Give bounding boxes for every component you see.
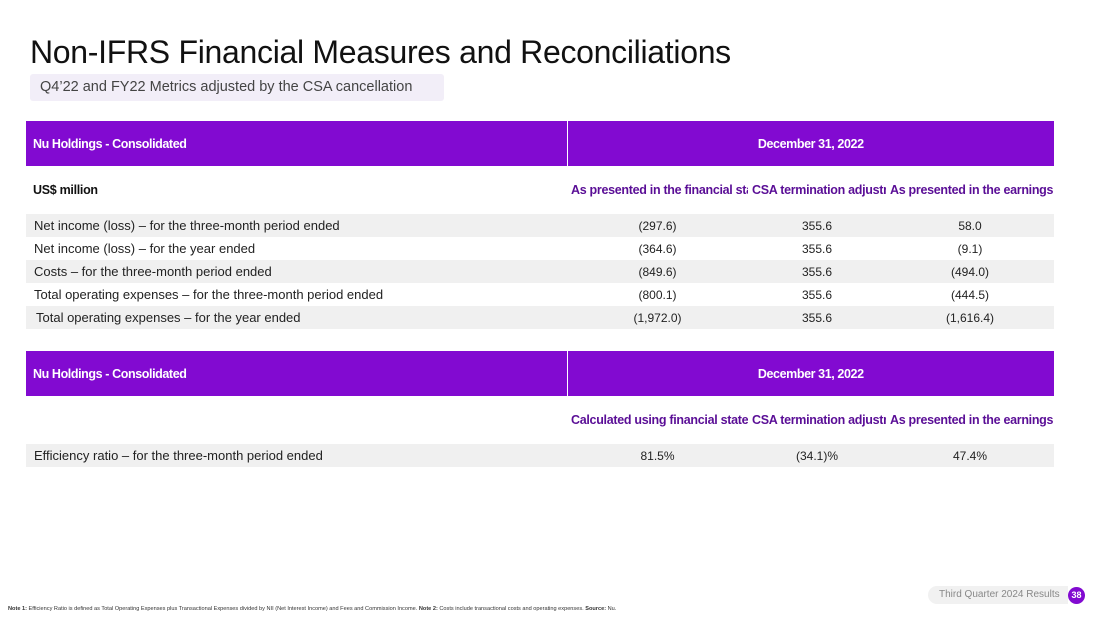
- row-label: Net income (loss) – for the year ended: [34, 241, 256, 256]
- cell-value: 355.6: [801, 287, 833, 302]
- table-header-bar: Nu Holdings - Consolidated December 31, …: [26, 351, 1054, 396]
- row-label: Net income (loss) – for the three-month …: [26, 214, 567, 237]
- column-header-row: US$ million As presented in the financia…: [26, 166, 1054, 214]
- note2-label: Note 2:: [418, 606, 438, 612]
- column-header-csa-adjustment: CSA termination adjustment: [752, 183, 886, 197]
- row-label: Total operating expenses – for the year …: [26, 306, 567, 329]
- table-header-entity: Nu Holdings - Consolidated: [26, 121, 567, 166]
- cell-value: 355.6: [748, 306, 886, 329]
- row-label: Efficiency ratio – for the three-month p…: [26, 444, 567, 467]
- table-row: Net income (loss) – for the year ended (…: [26, 237, 1054, 260]
- cell-value: (444.5): [950, 287, 990, 302]
- cell-value: (1,972.0): [567, 306, 748, 329]
- column-header-csa-adjustment: CSA termination adjustment: [752, 413, 886, 427]
- note2-text: Costs include transactional costs and op…: [439, 606, 584, 612]
- page-number-badge: 38: [1068, 587, 1085, 604]
- table-header-bar: Nu Holdings - Consolidated December 31, …: [26, 121, 1054, 166]
- cell-value: 355.6: [748, 214, 886, 237]
- column-header-row: Calculated using financial statements CS…: [26, 396, 1054, 444]
- table-row: Costs – for the three-month period ended…: [26, 260, 1054, 283]
- source-text: Nu.: [607, 606, 617, 612]
- cell-value: (1,616.4): [886, 306, 1054, 329]
- table-row: Efficiency ratio – for the three-month p…: [26, 444, 1054, 467]
- unit-label: US$ million: [33, 183, 98, 197]
- column-header-earnings-presentation: As presented in the earnings presentatio…: [890, 183, 1054, 197]
- row-label: Total operating expenses – for the three…: [34, 287, 384, 302]
- cell-value: (849.6): [567, 260, 748, 283]
- reconciliation-table-efficiency-ratio: Nu Holdings - Consolidated December 31, …: [26, 351, 1054, 467]
- unit-label: [26, 396, 567, 444]
- cell-value: (297.6): [567, 214, 748, 237]
- page-subtitle: Q4’22 and FY22 Metrics adjusted by the C…: [30, 74, 444, 101]
- cell-value: 81.5%: [567, 444, 748, 467]
- deck-label: Third Quarter 2024 Results: [928, 586, 1068, 604]
- table-row: Net income (loss) – for the three-month …: [26, 214, 1054, 237]
- column-header-earnings-presentation: As presented in the earnings presentatio…: [890, 413, 1054, 427]
- cell-value: (800.1): [638, 287, 677, 302]
- table-row: Total operating expenses – for the three…: [26, 283, 1054, 306]
- column-header-financial-statements: As presented in the financial statements: [571, 183, 748, 197]
- reconciliation-table-net-income: Nu Holdings - Consolidated December 31, …: [26, 121, 1054, 329]
- footnote: Note 1: Efficiency Ratio is defined as T…: [8, 606, 616, 612]
- table-header-entity: Nu Holdings - Consolidated: [26, 351, 567, 396]
- cell-value: (364.6): [638, 241, 677, 256]
- cell-value: 58.0: [886, 214, 1054, 237]
- note1-text: Efficiency Ratio is defined as Total Ope…: [28, 606, 418, 612]
- table-header-date: December 31, 2022: [566, 121, 1054, 166]
- cell-value: (34.1)%: [748, 444, 886, 467]
- row-label: Costs – for the three-month period ended: [26, 260, 567, 283]
- page-title: Non-IFRS Financial Measures and Reconcil…: [30, 34, 731, 70]
- cell-value: 47.4%: [886, 444, 1054, 467]
- column-header-financial-statements: Calculated using financial statements: [571, 413, 748, 427]
- table-header-date: December 31, 2022: [566, 351, 1054, 396]
- table-row: Total operating expenses – for the year …: [26, 306, 1054, 329]
- cell-value: 355.6: [748, 260, 886, 283]
- source-label: Source:: [585, 606, 607, 612]
- cell-value: (494.0): [886, 260, 1054, 283]
- note1-label: Note 1:: [8, 606, 27, 612]
- cell-value: (9.1): [957, 241, 983, 256]
- cell-value: 355.6: [801, 241, 833, 256]
